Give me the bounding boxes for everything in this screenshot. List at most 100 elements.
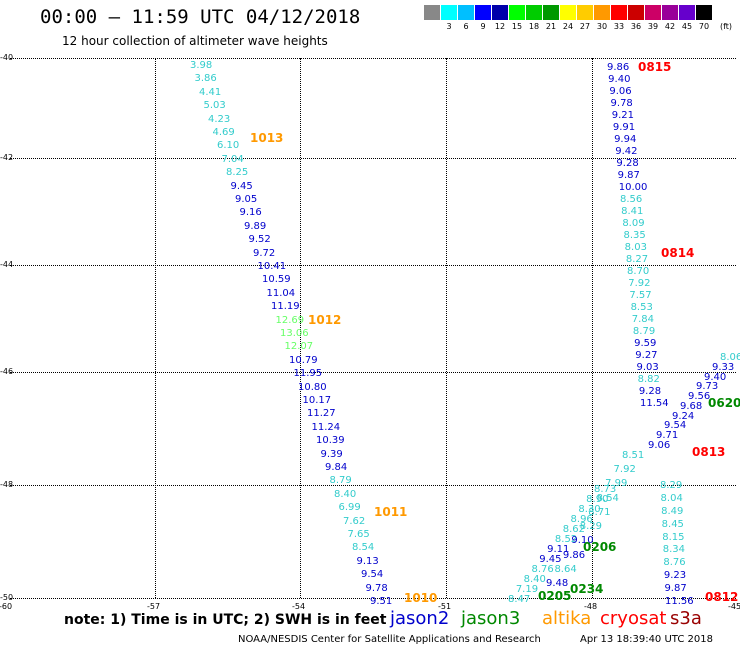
wave-height-value: 9.27 xyxy=(635,350,658,361)
pass-label: 0205 xyxy=(538,589,572,603)
credit-text: NOAA/NESDIS Center for Satellite Applica… xyxy=(238,634,541,645)
wave-height-value: 13.06 xyxy=(280,328,309,339)
wave-height-value: 8.09 xyxy=(622,218,645,229)
wave-height-value: 9.51 xyxy=(370,596,393,607)
legend-swatch xyxy=(441,5,458,20)
wave-height-value: 8.52 xyxy=(554,534,578,545)
lon-label: -48 xyxy=(584,602,598,611)
wave-height-value: 8.79 xyxy=(329,475,352,487)
wave-height-value: 11.24 xyxy=(311,421,341,433)
legend-swatch xyxy=(492,5,509,20)
legend-label: 45 xyxy=(681,22,693,31)
wave-height-value: 8.34 xyxy=(662,544,686,556)
wave-height-value: 8.54 xyxy=(352,542,375,554)
wave-height-value: 8.79 xyxy=(632,326,656,337)
satellite-name: jason2 xyxy=(390,608,450,629)
legend-label: 15 xyxy=(511,22,523,31)
wave-height-value: 9.05 xyxy=(235,194,258,205)
wave-height-value: 8.71 xyxy=(588,506,611,518)
wave-height-value: 9.68 xyxy=(680,400,703,412)
wave-height-value: 9.33 xyxy=(712,361,735,373)
wave-height-value: 9.94 xyxy=(614,134,637,145)
wave-height-value: 8.96 xyxy=(570,514,593,525)
wave-height-value: 9.45 xyxy=(539,554,562,565)
legend-swatch xyxy=(696,5,713,20)
wave-height-value: 9.40 xyxy=(704,371,727,383)
wave-height-value: 10.39 xyxy=(316,435,345,447)
wave-height-value: 10.17 xyxy=(302,395,332,406)
wave-height-value: 8.45 xyxy=(661,518,684,530)
lon-label: -57 xyxy=(147,602,161,611)
wave-height-value: 9.86 xyxy=(607,62,630,73)
lat-label: -42 xyxy=(0,153,14,162)
wave-height-value: 9.59 xyxy=(634,338,657,349)
lat-label: -50 xyxy=(0,593,14,602)
legend-label: 30 xyxy=(596,22,608,31)
legend-label: 24 xyxy=(562,22,574,31)
lat-gridline xyxy=(10,265,736,266)
wave-height-value: 9.54 xyxy=(664,420,687,432)
wave-height-value: 9.56 xyxy=(688,391,711,403)
wave-height-value: 9.86 xyxy=(562,549,586,561)
wave-height-value: 8.06 xyxy=(720,352,740,363)
legend-swatch xyxy=(475,5,492,20)
pass-label: 1010 xyxy=(404,591,438,605)
legend-label: 70 xyxy=(698,22,710,31)
footer-note: note: 1) Time is in UTC; 2) SWH is in fe… xyxy=(64,612,387,628)
lon-label: -60 xyxy=(0,602,13,611)
lon-gridline xyxy=(592,58,593,598)
lon-label: -51 xyxy=(438,602,452,611)
page-title: 00:00 – 11:59 UTC 04/12/2018 xyxy=(40,6,361,28)
pass-label: 0234 xyxy=(570,582,604,596)
lon-label: -45 xyxy=(728,602,740,611)
wave-height-value: 4.41 xyxy=(199,86,222,98)
wave-height-value: 7.19 xyxy=(515,584,539,595)
wave-height-value: 9.28 xyxy=(638,386,662,397)
satellite-name: cryosat xyxy=(600,608,667,629)
wave-height-value: 11.19 xyxy=(271,301,300,313)
pass-label: 0620 xyxy=(708,396,740,410)
wave-height-value: 9.11 xyxy=(547,544,570,555)
wave-height-value: 9.06 xyxy=(648,440,671,451)
legend-label: 21 xyxy=(545,22,557,31)
wave-height-value: 8.76 xyxy=(663,557,686,569)
legend-label: 12 xyxy=(494,22,506,31)
lon-gridline xyxy=(300,58,301,598)
wave-height-value: 9.73 xyxy=(696,381,719,393)
wave-height-value: 8.41 xyxy=(621,206,644,217)
lat-label: -40 xyxy=(0,53,14,62)
wave-height-value: 9.06 xyxy=(609,86,632,97)
legend-label: 6 xyxy=(463,22,469,31)
wave-height-value: 7.04 xyxy=(221,153,244,165)
lat-label: -46 xyxy=(0,367,14,376)
legend-swatch xyxy=(662,5,679,20)
wave-height-value: 9.54 xyxy=(361,569,384,581)
wave-height-value: 8.70 xyxy=(627,266,650,277)
wave-height-value: 9.48 xyxy=(546,578,569,589)
legend-label: 39 xyxy=(647,22,659,31)
lat-gridline xyxy=(10,485,736,486)
wave-height-value: 9.16 xyxy=(239,207,262,219)
wave-height-value: 9.72 xyxy=(253,247,276,259)
wave-height-value: 9.91 xyxy=(612,122,636,133)
wave-height-value: 8.29 xyxy=(660,480,683,491)
legend-label: 36 xyxy=(630,22,642,31)
lat-gridline xyxy=(10,598,736,599)
wave-height-value: 10.79 xyxy=(289,354,318,366)
legend-label: 42 xyxy=(664,22,676,31)
wave-height-value: 9.28 xyxy=(616,158,639,169)
wave-height-value: 9.45 xyxy=(230,180,253,192)
wave-height-value: 9.78 xyxy=(365,582,388,594)
wave-height-value: 7.92 xyxy=(613,464,636,476)
color-legend-labels: 3 6 9 12 15 18 21 24 27 30 33 36 39 42 45 70 (ft) xyxy=(424,22,736,34)
satellite-name: jason3 xyxy=(461,608,521,629)
wave-height-value: 7.65 xyxy=(347,529,370,540)
wave-height-value: 8.54 xyxy=(596,492,619,504)
satellite-name: altika xyxy=(542,608,592,629)
wave-height-value: 8.56 xyxy=(619,194,643,205)
wave-height-value: 6.99 xyxy=(338,502,361,514)
wave-height-value: 8.03 xyxy=(624,242,647,253)
wave-height-value: 7.57 xyxy=(629,290,652,301)
wave-height-value: 11.27 xyxy=(307,408,336,420)
